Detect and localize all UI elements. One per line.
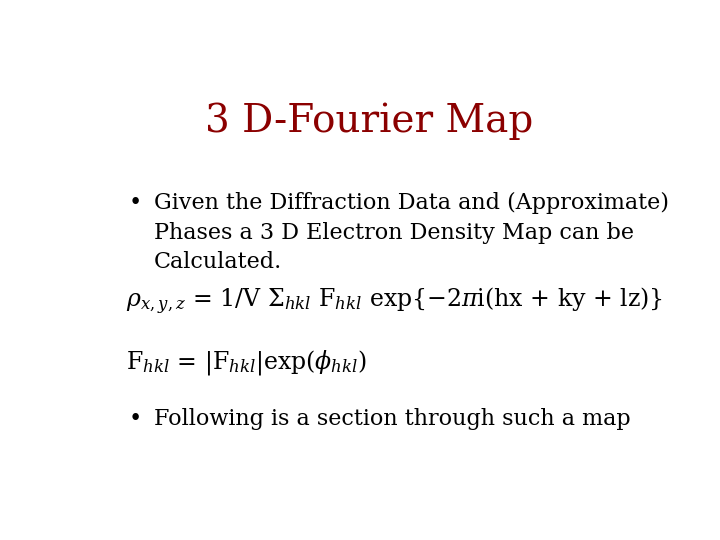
Text: Following is a section through such a map: Following is a section through such a ma… [154,408,631,430]
Text: Given the Diffraction Data and (Approximate): Given the Diffraction Data and (Approxim… [154,192,669,214]
Text: •: • [129,192,143,214]
Text: F$_{hkl}$ = |F$_{hkl}$|exp($\phi_{hkl}$): F$_{hkl}$ = |F$_{hkl}$|exp($\phi_{hkl}$) [126,348,367,376]
Text: Phases a 3 D Electron Density Map can be: Phases a 3 D Electron Density Map can be [154,221,634,244]
Text: $\rho_{x,y,z}$ = 1/V $\Sigma_{hkl}$ F$_{hkl}$ exp{$-2\pi$i(hx + ky + lz)}: $\rho_{x,y,z}$ = 1/V $\Sigma_{hkl}$ F$_{… [126,285,663,316]
Text: •: • [129,408,143,430]
Text: Calculated.: Calculated. [154,252,282,273]
Text: 3 D-Fourier Map: 3 D-Fourier Map [205,102,533,140]
